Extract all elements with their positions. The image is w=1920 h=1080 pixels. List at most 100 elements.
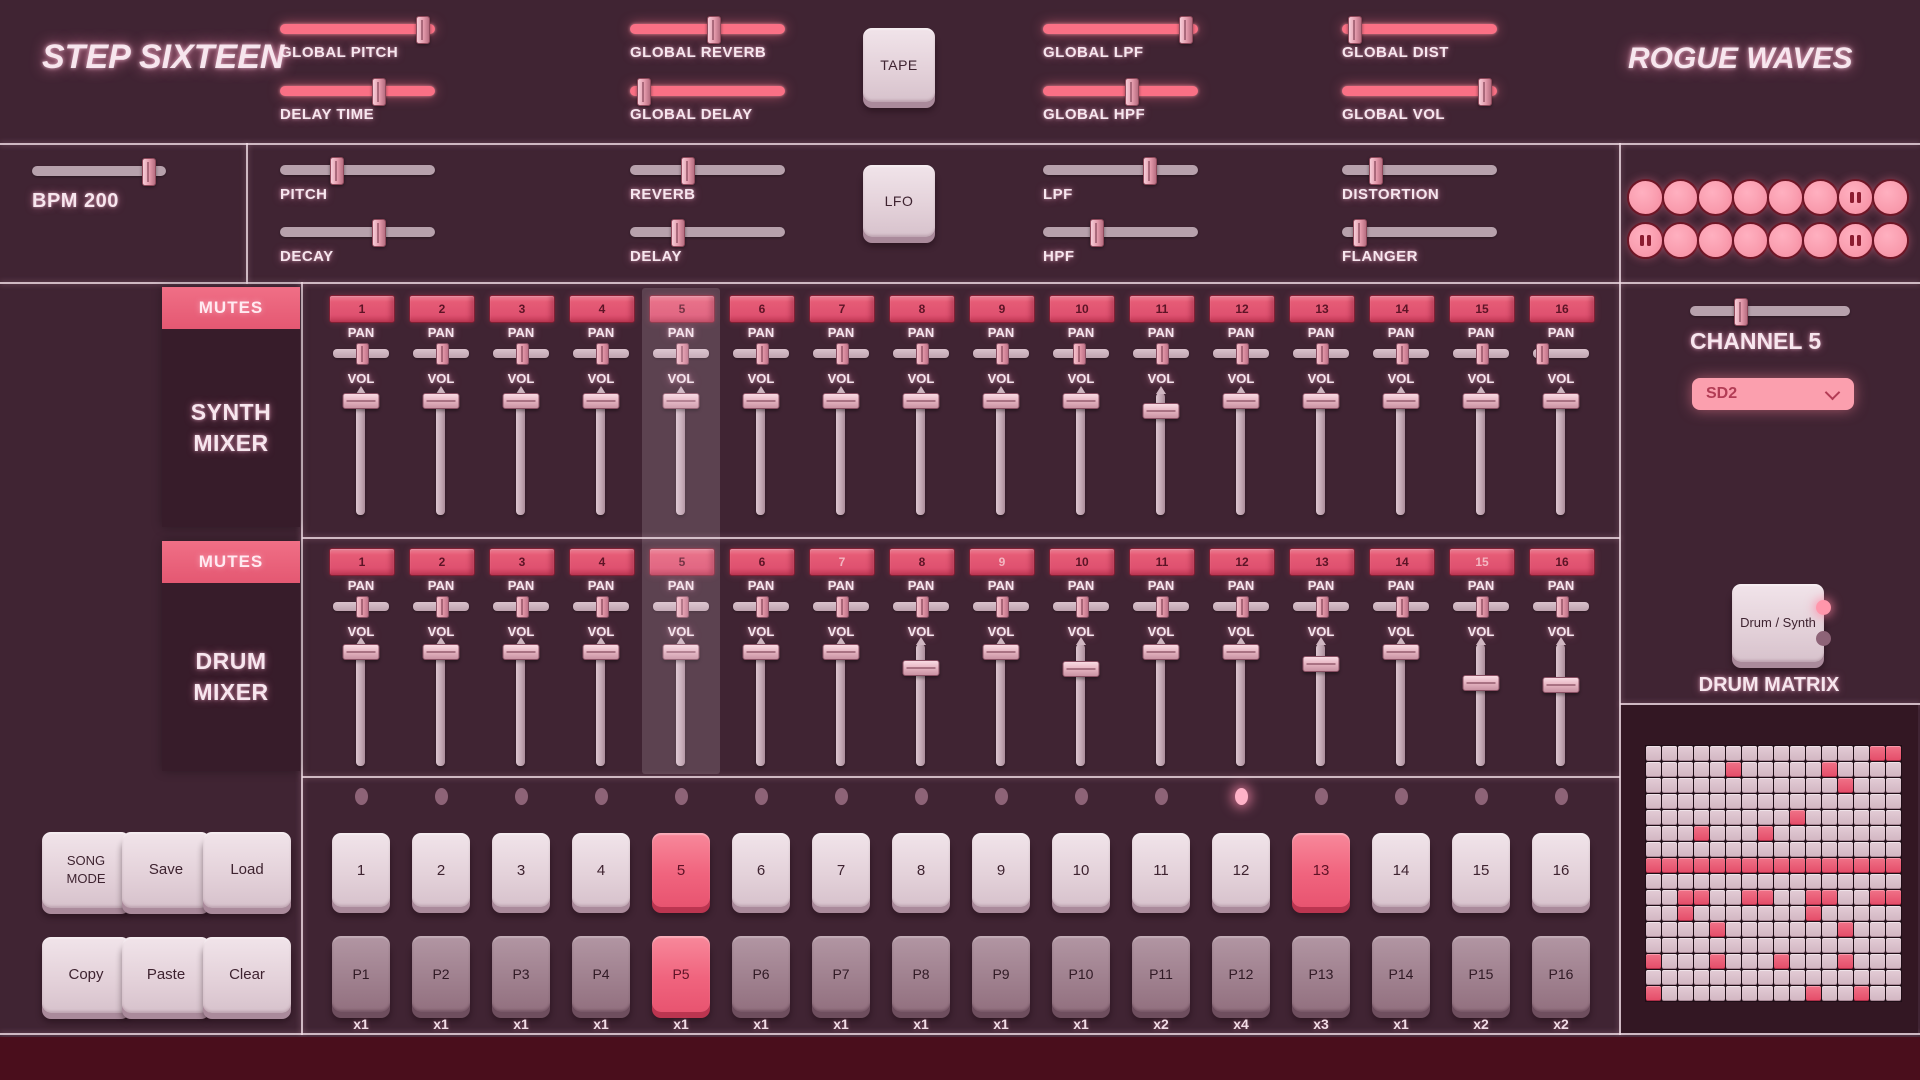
matrix-cell-r11-c9[interactable] — [1774, 906, 1789, 921]
matrix-cell-r6-c10[interactable] — [1790, 826, 1805, 841]
global-reverb-slider[interactable] — [630, 16, 785, 44]
clear-button[interactable]: Clear — [203, 937, 291, 1013]
synth-mute-button-13[interactable]: 13 — [1289, 295, 1355, 323]
volume-fader-handle[interactable] — [342, 644, 379, 660]
matrix-cell-r10-c3[interactable] — [1678, 890, 1693, 905]
matrix-cell-r11-c5[interactable] — [1710, 906, 1725, 921]
global-delay-slider-handle[interactable] — [637, 78, 652, 106]
matrix-cell-r10-c15[interactable] — [1870, 890, 1885, 905]
step-button-13[interactable]: 13 — [1292, 833, 1350, 907]
drum-mute-button-11[interactable]: 11 — [1129, 548, 1195, 576]
synth-volume-fader-3[interactable] — [502, 386, 539, 515]
drum-pan-slider-13[interactable] — [1293, 596, 1349, 618]
matrix-cell-r13-c2[interactable] — [1662, 938, 1677, 953]
matrix-cell-r10-c9[interactable] — [1774, 890, 1789, 905]
matrix-cell-r7-c16[interactable] — [1886, 842, 1901, 857]
matrix-cell-r3-c3[interactable] — [1678, 778, 1693, 793]
global-vol-slider-handle[interactable] — [1477, 78, 1492, 106]
matrix-cell-r2-c4[interactable] — [1694, 762, 1709, 777]
matrix-cell-r3-c8[interactable] — [1758, 778, 1773, 793]
matrix-cell-r8-c16[interactable] — [1886, 858, 1901, 873]
matrix-cell-r9-c9[interactable] — [1774, 874, 1789, 889]
matrix-cell-r1-c6[interactable] — [1726, 746, 1741, 761]
drum-mute-button-9[interactable]: 9 — [969, 548, 1035, 576]
matrix-cell-r2-c7[interactable] — [1742, 762, 1757, 777]
matrix-cell-r8-c13[interactable] — [1838, 858, 1853, 873]
pan-handle[interactable] — [435, 343, 449, 365]
matrix-cell-r4-c2[interactable] — [1662, 794, 1677, 809]
matrix-cell-r11-c2[interactable] — [1662, 906, 1677, 921]
matrix-cell-r11-c8[interactable] — [1758, 906, 1773, 921]
matrix-cell-r8-c15[interactable] — [1870, 858, 1885, 873]
drum-pan-slider-4[interactable] — [573, 596, 629, 618]
matrix-cell-r12-c7[interactable] — [1742, 922, 1757, 937]
matrix-cell-r7-c12[interactable] — [1822, 842, 1837, 857]
matrix-cell-r9-c14[interactable] — [1854, 874, 1869, 889]
volume-fader-handle[interactable] — [662, 644, 699, 660]
channel-11-play-button[interactable] — [1696, 221, 1734, 259]
matrix-cell-r15-c16[interactable] — [1886, 970, 1901, 985]
drum-volume-fader-13[interactable] — [1302, 637, 1339, 766]
synth-mute-button-7[interactable]: 7 — [809, 295, 875, 323]
drum-volume-fader-6[interactable] — [742, 637, 779, 766]
matrix-cell-r1-c16[interactable] — [1886, 746, 1901, 761]
drum-pan-slider-10[interactable] — [1053, 596, 1109, 618]
matrix-cell-r5-c14[interactable] — [1854, 810, 1869, 825]
pan-handle[interactable] — [1395, 596, 1409, 618]
step-button-12[interactable]: 12 — [1212, 833, 1270, 907]
matrix-cell-r12-c2[interactable] — [1662, 922, 1677, 937]
channel-9-play-button[interactable] — [1626, 221, 1664, 259]
matrix-cell-r14-c10[interactable] — [1790, 954, 1805, 969]
matrix-cell-r1-c4[interactable] — [1694, 746, 1709, 761]
drum-mute-button-14[interactable]: 14 — [1369, 548, 1435, 576]
matrix-cell-r16-c7[interactable] — [1742, 986, 1757, 1001]
pattern-button-14[interactable]: P14 — [1372, 936, 1430, 1012]
drum-volume-fader-16[interactable] — [1542, 637, 1579, 766]
volume-fader-handle[interactable] — [1302, 393, 1339, 409]
matrix-cell-r11-c3[interactable] — [1678, 906, 1693, 921]
synth-volume-fader-10[interactable] — [1062, 386, 1099, 515]
matrix-cell-r5-c8[interactable] — [1758, 810, 1773, 825]
synth-pan-slider-6[interactable] — [733, 343, 789, 365]
matrix-cell-r10-c2[interactable] — [1662, 890, 1677, 905]
drum-mute-button-5[interactable]: 5 — [649, 548, 715, 576]
matrix-cell-r10-c6[interactable] — [1726, 890, 1741, 905]
volume-fader-handle[interactable] — [1222, 644, 1259, 660]
matrix-cell-r11-c7[interactable] — [1742, 906, 1757, 921]
pan-handle[interactable] — [1155, 343, 1169, 365]
global-dist-slider-handle[interactable] — [1347, 16, 1362, 44]
matrix-cell-r8-c5[interactable] — [1710, 858, 1725, 873]
decay-slider[interactable] — [280, 219, 435, 247]
matrix-cell-r4-c12[interactable] — [1822, 794, 1837, 809]
matrix-cell-r15-c5[interactable] — [1710, 970, 1725, 985]
matrix-cell-r15-c1[interactable] — [1646, 970, 1661, 985]
synth-pan-slider-1[interactable] — [333, 343, 389, 365]
matrix-cell-r5-c13[interactable] — [1838, 810, 1853, 825]
matrix-cell-r7-c5[interactable] — [1710, 842, 1725, 857]
synth-mute-button-1[interactable]: 1 — [329, 295, 395, 323]
synth-pan-slider-2[interactable] — [413, 343, 469, 365]
step-button-3[interactable]: 3 — [492, 833, 550, 907]
matrix-cell-r6-c8[interactable] — [1758, 826, 1773, 841]
matrix-cell-r8-c12[interactable] — [1822, 858, 1837, 873]
matrix-cell-r7-c7[interactable] — [1742, 842, 1757, 857]
matrix-cell-r3-c2[interactable] — [1662, 778, 1677, 793]
matrix-cell-r10-c5[interactable] — [1710, 890, 1725, 905]
matrix-cell-r9-c10[interactable] — [1790, 874, 1805, 889]
matrix-cell-r2-c2[interactable] — [1662, 762, 1677, 777]
matrix-cell-r9-c8[interactable] — [1758, 874, 1773, 889]
pan-handle[interactable] — [995, 596, 1009, 618]
global-hpf-slider[interactable] — [1043, 78, 1198, 106]
matrix-cell-r5-c2[interactable] — [1662, 810, 1677, 825]
step-button-7[interactable]: 7 — [812, 833, 870, 907]
drum-volume-fader-8[interactable] — [902, 637, 939, 766]
pan-handle[interactable] — [595, 343, 609, 365]
step-button-14[interactable]: 14 — [1372, 833, 1430, 907]
pan-handle[interactable] — [835, 343, 849, 365]
synth-pan-slider-8[interactable] — [893, 343, 949, 365]
matrix-cell-r16-c1[interactable] — [1646, 986, 1661, 1001]
matrix-cell-r10-c1[interactable] — [1646, 890, 1661, 905]
matrix-cell-r6-c12[interactable] — [1822, 826, 1837, 841]
matrix-cell-r14-c11[interactable] — [1806, 954, 1821, 969]
matrix-cell-r3-c15[interactable] — [1870, 778, 1885, 793]
